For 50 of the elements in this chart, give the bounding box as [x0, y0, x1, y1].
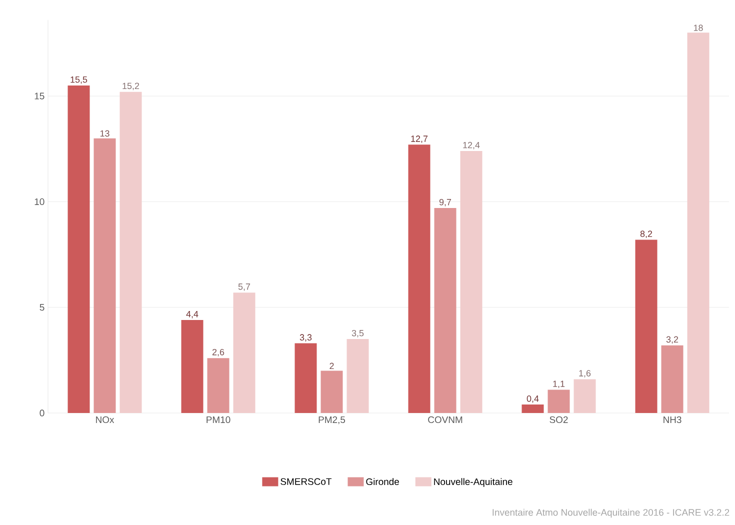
data-label: 13: [100, 130, 110, 137]
text: Inventaire Atmo Nouvelle-Aquitaine 2016 - ICARE v3.2.2: [492, 508, 730, 518]
x-tick-label: COVNM: [428, 416, 462, 424]
x-tick-label: PM2,5: [318, 416, 346, 424]
data-label: 1,6: [579, 370, 591, 378]
data-label: 15,5: [70, 76, 88, 84]
bar: [181, 320, 204, 413]
data-label: 5,7: [238, 284, 250, 291]
data-label: 3,2: [666, 336, 678, 344]
bar: [460, 150, 482, 413]
data-label: 2: [330, 362, 334, 370]
x-tick-label: SO2: [550, 416, 568, 424]
bar: [233, 292, 256, 413]
data-label: 15,2: [122, 82, 140, 90]
bar: [434, 208, 456, 413]
bar: [207, 358, 230, 413]
bar: [68, 85, 90, 413]
data-label: 12,7: [411, 136, 428, 143]
bar: [548, 390, 570, 413]
legend-label: Gironde: [366, 478, 399, 486]
legend-label: SMERSCoT: [280, 478, 332, 485]
bar: [408, 144, 430, 413]
legend-label: Nouvelle-Aquitaine: [434, 478, 512, 487]
data-label: 12,4: [463, 142, 480, 150]
y-tick-label: 15: [34, 92, 44, 100]
data-label: 3,3: [300, 334, 312, 342]
bar: [687, 32, 710, 413]
bar: [320, 370, 343, 413]
y-tick-label: 10: [34, 198, 44, 206]
data-label: 9,7: [439, 198, 452, 206]
bar: [346, 339, 369, 413]
bar: [522, 404, 544, 413]
bar: [294, 343, 317, 413]
data-label: 3,5: [352, 330, 364, 338]
data-label: 2,6: [212, 348, 224, 356]
y-tick-label: 5: [40, 304, 44, 311]
x-tick-label: NOx: [96, 416, 114, 424]
bar: [574, 379, 596, 413]
y-tick-label: 0: [40, 410, 44, 416]
bar: [120, 92, 142, 413]
x-tick-label: NH3: [664, 416, 682, 424]
data-label: 8,2: [640, 230, 652, 238]
data-label: 4,4: [186, 311, 198, 318]
bar: [661, 345, 684, 413]
data-label: 1,1: [553, 380, 565, 388]
bar: [94, 138, 116, 413]
data-label: 18: [694, 24, 703, 31]
x-tick-label: PM10: [206, 416, 230, 424]
data-label: 0,4: [526, 395, 539, 403]
bar: [635, 240, 658, 413]
